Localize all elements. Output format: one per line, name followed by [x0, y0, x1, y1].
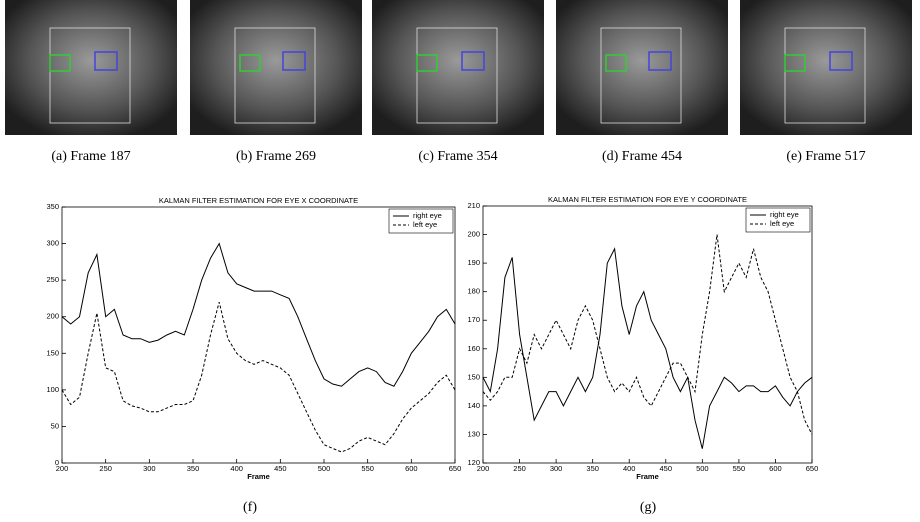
legend-box	[745, 207, 811, 233]
y-tick-label: 200	[467, 230, 480, 239]
y-tick-label: 170	[467, 315, 480, 324]
photo-caption: (d) Frame 454	[602, 149, 682, 164]
photo-caption: (a) Frame 187	[51, 149, 130, 164]
y-tick-label: 160	[467, 344, 480, 353]
y-tick-label: 150	[467, 372, 480, 381]
x-tick-label: 250	[99, 464, 112, 473]
x-tick-label: 550	[733, 464, 746, 473]
line-series	[482, 247, 813, 449]
x-tick-label: 200	[477, 464, 490, 473]
face-box	[600, 27, 682, 124]
x-tick-label: 250	[513, 464, 526, 473]
eye-box	[829, 51, 853, 71]
face-box	[784, 27, 866, 124]
photo	[740, 0, 912, 135]
y-tick-label: 180	[467, 287, 480, 296]
photo-image	[190, 0, 362, 135]
x-axis-label: Frame	[247, 472, 270, 481]
eye-box	[416, 54, 438, 72]
y-tick-label: 50	[51, 421, 59, 430]
photo	[5, 0, 177, 135]
line-series	[482, 234, 813, 435]
y-tick-label: 150	[46, 348, 59, 357]
x-tick-label: 550	[361, 464, 374, 473]
y-tick-label: 120	[467, 458, 480, 467]
photo-image	[5, 0, 177, 135]
legend-label: left eye	[413, 220, 437, 229]
x-tick-label: 650	[806, 464, 819, 473]
x-tick-label: 600	[769, 464, 782, 473]
y-tick-label: 200	[46, 312, 59, 321]
line-series	[61, 242, 456, 387]
x-tick-label: 650	[449, 464, 462, 473]
eye-box	[239, 54, 261, 72]
y-tick-label: 300	[46, 239, 59, 248]
x-tick-label: 300	[550, 464, 563, 473]
y-tick-label: 250	[46, 275, 59, 284]
chart-title: KALMAN FILTER ESTIMATION FOR EYE Y COORD…	[548, 195, 747, 204]
chart-title: KALMAN FILTER ESTIMATION FOR EYE X COORD…	[159, 196, 358, 205]
x-axis-label: Frame	[636, 472, 659, 481]
photo	[190, 0, 362, 135]
photo	[372, 0, 544, 135]
x-tick-label: 400	[623, 464, 636, 473]
y-tick-label: 130	[467, 429, 480, 438]
legend-label: right eye	[770, 210, 799, 219]
x-tick-label: 500	[696, 464, 709, 473]
chart-caption: (f)	[243, 500, 257, 515]
eye-box	[49, 54, 71, 72]
photo-caption: (c) Frame 354	[418, 149, 497, 164]
y-tick-label: 140	[467, 401, 480, 410]
photo-image	[556, 0, 728, 135]
chart-caption: (g)	[640, 500, 657, 515]
eye-box	[461, 51, 485, 71]
y-tick-label: 350	[46, 202, 59, 211]
photo	[556, 0, 728, 135]
x-tick-label: 350	[187, 464, 200, 473]
legend-box	[388, 208, 454, 234]
legend-label: left eye	[770, 219, 794, 228]
y-tick-label: 210	[467, 201, 480, 210]
y-tick-label: 0	[55, 458, 59, 467]
photo-image	[740, 0, 912, 135]
face-box	[49, 27, 131, 124]
eye-box	[94, 51, 118, 71]
photo-caption: (e) Frame 517	[786, 149, 865, 164]
photo-caption: (b) Frame 269	[236, 149, 316, 164]
photo-row	[5, 0, 912, 135]
x-tick-label: 600	[405, 464, 418, 473]
x-tick-label: 400	[230, 464, 243, 473]
eye-box	[648, 51, 672, 71]
x-tick-label: 350	[586, 464, 599, 473]
x-tick-label: 300	[143, 464, 156, 473]
eye-box	[784, 54, 806, 72]
x-tick-label: 500	[318, 464, 331, 473]
y-tick-label: 190	[467, 258, 480, 267]
y-tick-label: 100	[46, 385, 59, 394]
x-tick-label: 450	[660, 464, 673, 473]
face-box	[234, 27, 316, 124]
x-tick-label: 200	[56, 464, 69, 473]
eye-box	[605, 54, 627, 72]
line-series	[61, 301, 456, 453]
plot-frame	[61, 206, 456, 464]
eye-box	[282, 51, 306, 71]
photo-image	[372, 0, 544, 135]
legend-label: right eye	[413, 211, 442, 220]
plot-frame	[482, 205, 813, 464]
face-box	[416, 27, 498, 124]
x-tick-label: 450	[274, 464, 287, 473]
